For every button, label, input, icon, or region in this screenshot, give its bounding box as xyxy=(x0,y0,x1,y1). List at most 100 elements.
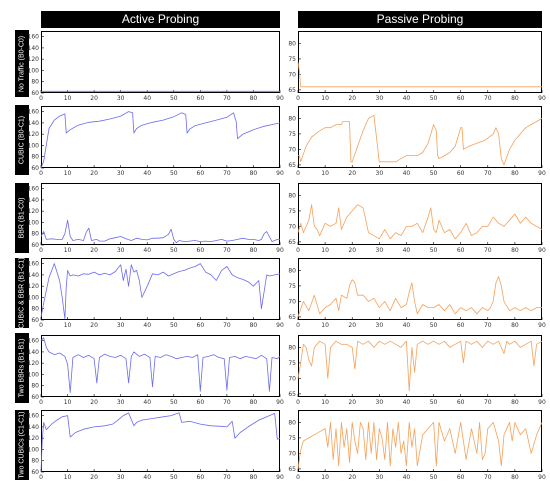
y-tick-label: 140 xyxy=(28,45,40,52)
plot-passive-0: 0 10 20 30 40 50 60 70 80 90 65 70 75 80 xyxy=(288,31,546,102)
x-tick-label: 80 xyxy=(511,399,519,406)
x-tick-label: 20 xyxy=(90,399,98,406)
x-tick-label: 70 xyxy=(223,95,231,102)
x-tick-label: 0 xyxy=(296,95,300,102)
x-tick-label: 80 xyxy=(511,95,519,102)
y-tick-label: 80 xyxy=(288,419,296,426)
x-tick-label: 60 xyxy=(197,247,205,254)
y-tick-label: 80 xyxy=(31,458,39,465)
y-tick-label: 100 xyxy=(28,294,40,301)
x-tick-label: 20 xyxy=(90,474,98,481)
y-tick-label: 60 xyxy=(31,242,39,249)
x-tick-label: 50 xyxy=(430,170,438,177)
plot-passive-3: 0 10 20 30 40 50 60 70 80 90 65 70 75 80 xyxy=(288,258,546,329)
y-tick-label: 75 xyxy=(288,131,296,138)
row-label-no-traffic: No Traffic (B0-C0) xyxy=(15,30,29,97)
y-tick-label: 60 xyxy=(31,165,39,172)
x-tick-label: 90 xyxy=(538,247,546,254)
x-tick-label: 0 xyxy=(39,247,43,254)
row-label-text: CUBIC & BBR (B1-C1) xyxy=(18,257,26,329)
x-tick-label: 90 xyxy=(276,95,284,102)
x-tick-label: 40 xyxy=(143,170,151,177)
y-tick-label: 140 xyxy=(28,349,40,356)
y-tick-label: 75 xyxy=(288,435,296,442)
plot-active-3: 0 10 20 30 40 50 60 70 80 90 60 80 100 120 140 160 xyxy=(28,258,284,329)
y-tick-label: 80 xyxy=(31,154,39,161)
y-tick-label: 120 xyxy=(28,208,40,215)
x-tick-label: 90 xyxy=(538,399,546,406)
y-tick-label: 80 xyxy=(288,115,296,122)
plot-frame xyxy=(41,106,280,168)
x-tick-label: 80 xyxy=(250,322,258,329)
x-tick-label: 90 xyxy=(276,247,284,254)
x-tick-label: 20 xyxy=(90,247,98,254)
y-tick-label: 65 xyxy=(288,87,296,94)
x-tick-label: 40 xyxy=(403,170,411,177)
series-line-passive xyxy=(297,421,543,469)
x-tick-label: 40 xyxy=(403,95,411,102)
plot-passive-4: 0 10 20 30 40 50 60 70 80 90 65 70 75 80 xyxy=(288,335,546,406)
y-tick-label: 75 xyxy=(288,208,296,215)
y-tick-label: 120 xyxy=(28,56,40,63)
x-tick-label: 90 xyxy=(276,170,284,177)
x-tick-label: 20 xyxy=(348,247,356,254)
x-tick-label: 50 xyxy=(430,247,438,254)
x-tick-label: 60 xyxy=(197,474,205,481)
x-tick-label: 30 xyxy=(117,474,125,481)
x-tick-label: 0 xyxy=(296,399,300,406)
x-tick-label: 90 xyxy=(276,322,284,329)
y-tick-label: 65 xyxy=(288,239,296,246)
series-line-active xyxy=(40,111,281,169)
y-tick-label: 75 xyxy=(288,56,296,63)
x-tick-label: 90 xyxy=(538,170,546,177)
x-tick-label: 30 xyxy=(117,95,125,102)
y-tick-label: 60 xyxy=(31,394,39,401)
y-tick-label: 100 xyxy=(28,371,40,378)
x-tick-label: 30 xyxy=(117,170,125,177)
x-tick-label: 60 xyxy=(457,95,465,102)
x-tick-label: 0 xyxy=(39,474,43,481)
x-tick-label: 80 xyxy=(511,170,519,177)
x-tick-label: 10 xyxy=(64,247,72,254)
x-tick-label: 0 xyxy=(296,170,300,177)
x-tick-label: 0 xyxy=(39,399,43,406)
y-tick-label: 140 xyxy=(28,120,40,127)
y-tick-label: 80 xyxy=(31,306,39,313)
y-tick-label: 60 xyxy=(31,469,39,476)
plot-active-5: 0 10 20 30 40 50 60 70 80 90 60 80 100 120 140 160 xyxy=(28,410,284,481)
x-tick-label: 70 xyxy=(484,95,492,102)
x-tick-label: 90 xyxy=(538,95,546,102)
y-tick-label: 80 xyxy=(288,40,296,47)
x-tick-label: 60 xyxy=(197,322,205,329)
plot-frame xyxy=(41,31,280,93)
y-tick-label: 80 xyxy=(288,192,296,199)
series-line-passive xyxy=(297,61,542,88)
x-tick-label: 20 xyxy=(348,399,356,406)
x-tick-label: 80 xyxy=(250,170,258,177)
y-tick-label: 70 xyxy=(288,223,296,230)
plot-frame xyxy=(41,335,280,397)
x-tick-label: 10 xyxy=(321,170,329,177)
column-header-active-label: Active Probing xyxy=(121,12,200,26)
x-tick-label: 60 xyxy=(457,247,465,254)
x-tick-label: 0 xyxy=(296,322,300,329)
x-tick-label: 40 xyxy=(143,247,151,254)
y-tick-label: 120 xyxy=(28,283,40,290)
series-line-active xyxy=(40,337,281,393)
y-tick-label: 80 xyxy=(31,383,39,390)
x-tick-label: 50 xyxy=(430,95,438,102)
x-tick-label: 30 xyxy=(117,247,125,254)
y-tick-label: 75 xyxy=(288,360,296,367)
x-tick-label: 30 xyxy=(376,247,384,254)
x-tick-label: 30 xyxy=(376,474,384,481)
x-tick-label: 40 xyxy=(403,322,411,329)
x-tick-label: 50 xyxy=(430,399,438,406)
x-tick-label: 30 xyxy=(117,322,125,329)
column-header-active: Active Probing xyxy=(41,11,280,28)
x-tick-label: 80 xyxy=(250,247,258,254)
x-tick-label: 10 xyxy=(321,247,329,254)
y-tick-label: 160 xyxy=(28,261,40,268)
x-tick-label: 40 xyxy=(403,247,411,254)
row-label-text: CUBIC (B0-C1) xyxy=(18,115,26,165)
series-line-active xyxy=(40,219,280,244)
